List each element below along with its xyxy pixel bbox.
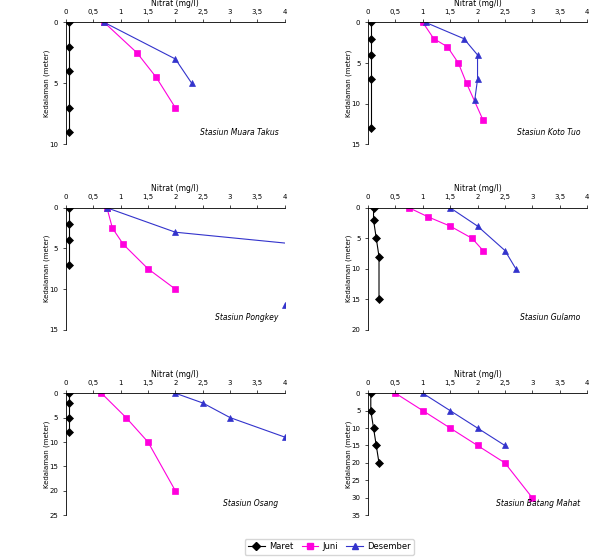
X-axis label: Nitrat (mg/l): Nitrat (mg/l) (453, 0, 501, 8)
Text: Stasiun Batang Mahat: Stasiun Batang Mahat (497, 499, 580, 508)
Y-axis label: Kedalaman (meter): Kedalaman (meter) (43, 50, 50, 117)
X-axis label: Nitrat (mg/l): Nitrat (mg/l) (453, 370, 501, 379)
Y-axis label: Kedalaman (meter): Kedalaman (meter) (43, 421, 50, 488)
Text: Stasiun Pongkey: Stasiun Pongkey (215, 314, 279, 323)
Text: Stasiun Muara Takus: Stasiun Muara Takus (199, 128, 279, 137)
Y-axis label: Kedalaman (meter): Kedalaman (meter) (346, 235, 352, 302)
Text: Stasiun Koto Tuo: Stasiun Koto Tuo (517, 128, 580, 137)
X-axis label: Nitrat (mg/l): Nitrat (mg/l) (152, 0, 199, 8)
X-axis label: Nitrat (mg/l): Nitrat (mg/l) (152, 184, 199, 193)
Text: Stasiun Gulamo: Stasiun Gulamo (520, 314, 580, 323)
Y-axis label: Kedalaman (meter): Kedalaman (meter) (346, 421, 352, 488)
Text: Stasiun Osang: Stasiun Osang (223, 499, 279, 508)
Y-axis label: Kedalaman (meter): Kedalaman (meter) (43, 235, 50, 302)
X-axis label: Nitrat (mg/l): Nitrat (mg/l) (453, 184, 501, 193)
Legend: Maret, Juni, Desember: Maret, Juni, Desember (245, 539, 414, 555)
X-axis label: Nitrat (mg/l): Nitrat (mg/l) (152, 370, 199, 379)
Y-axis label: Kedalaman (meter): Kedalaman (meter) (346, 50, 352, 117)
